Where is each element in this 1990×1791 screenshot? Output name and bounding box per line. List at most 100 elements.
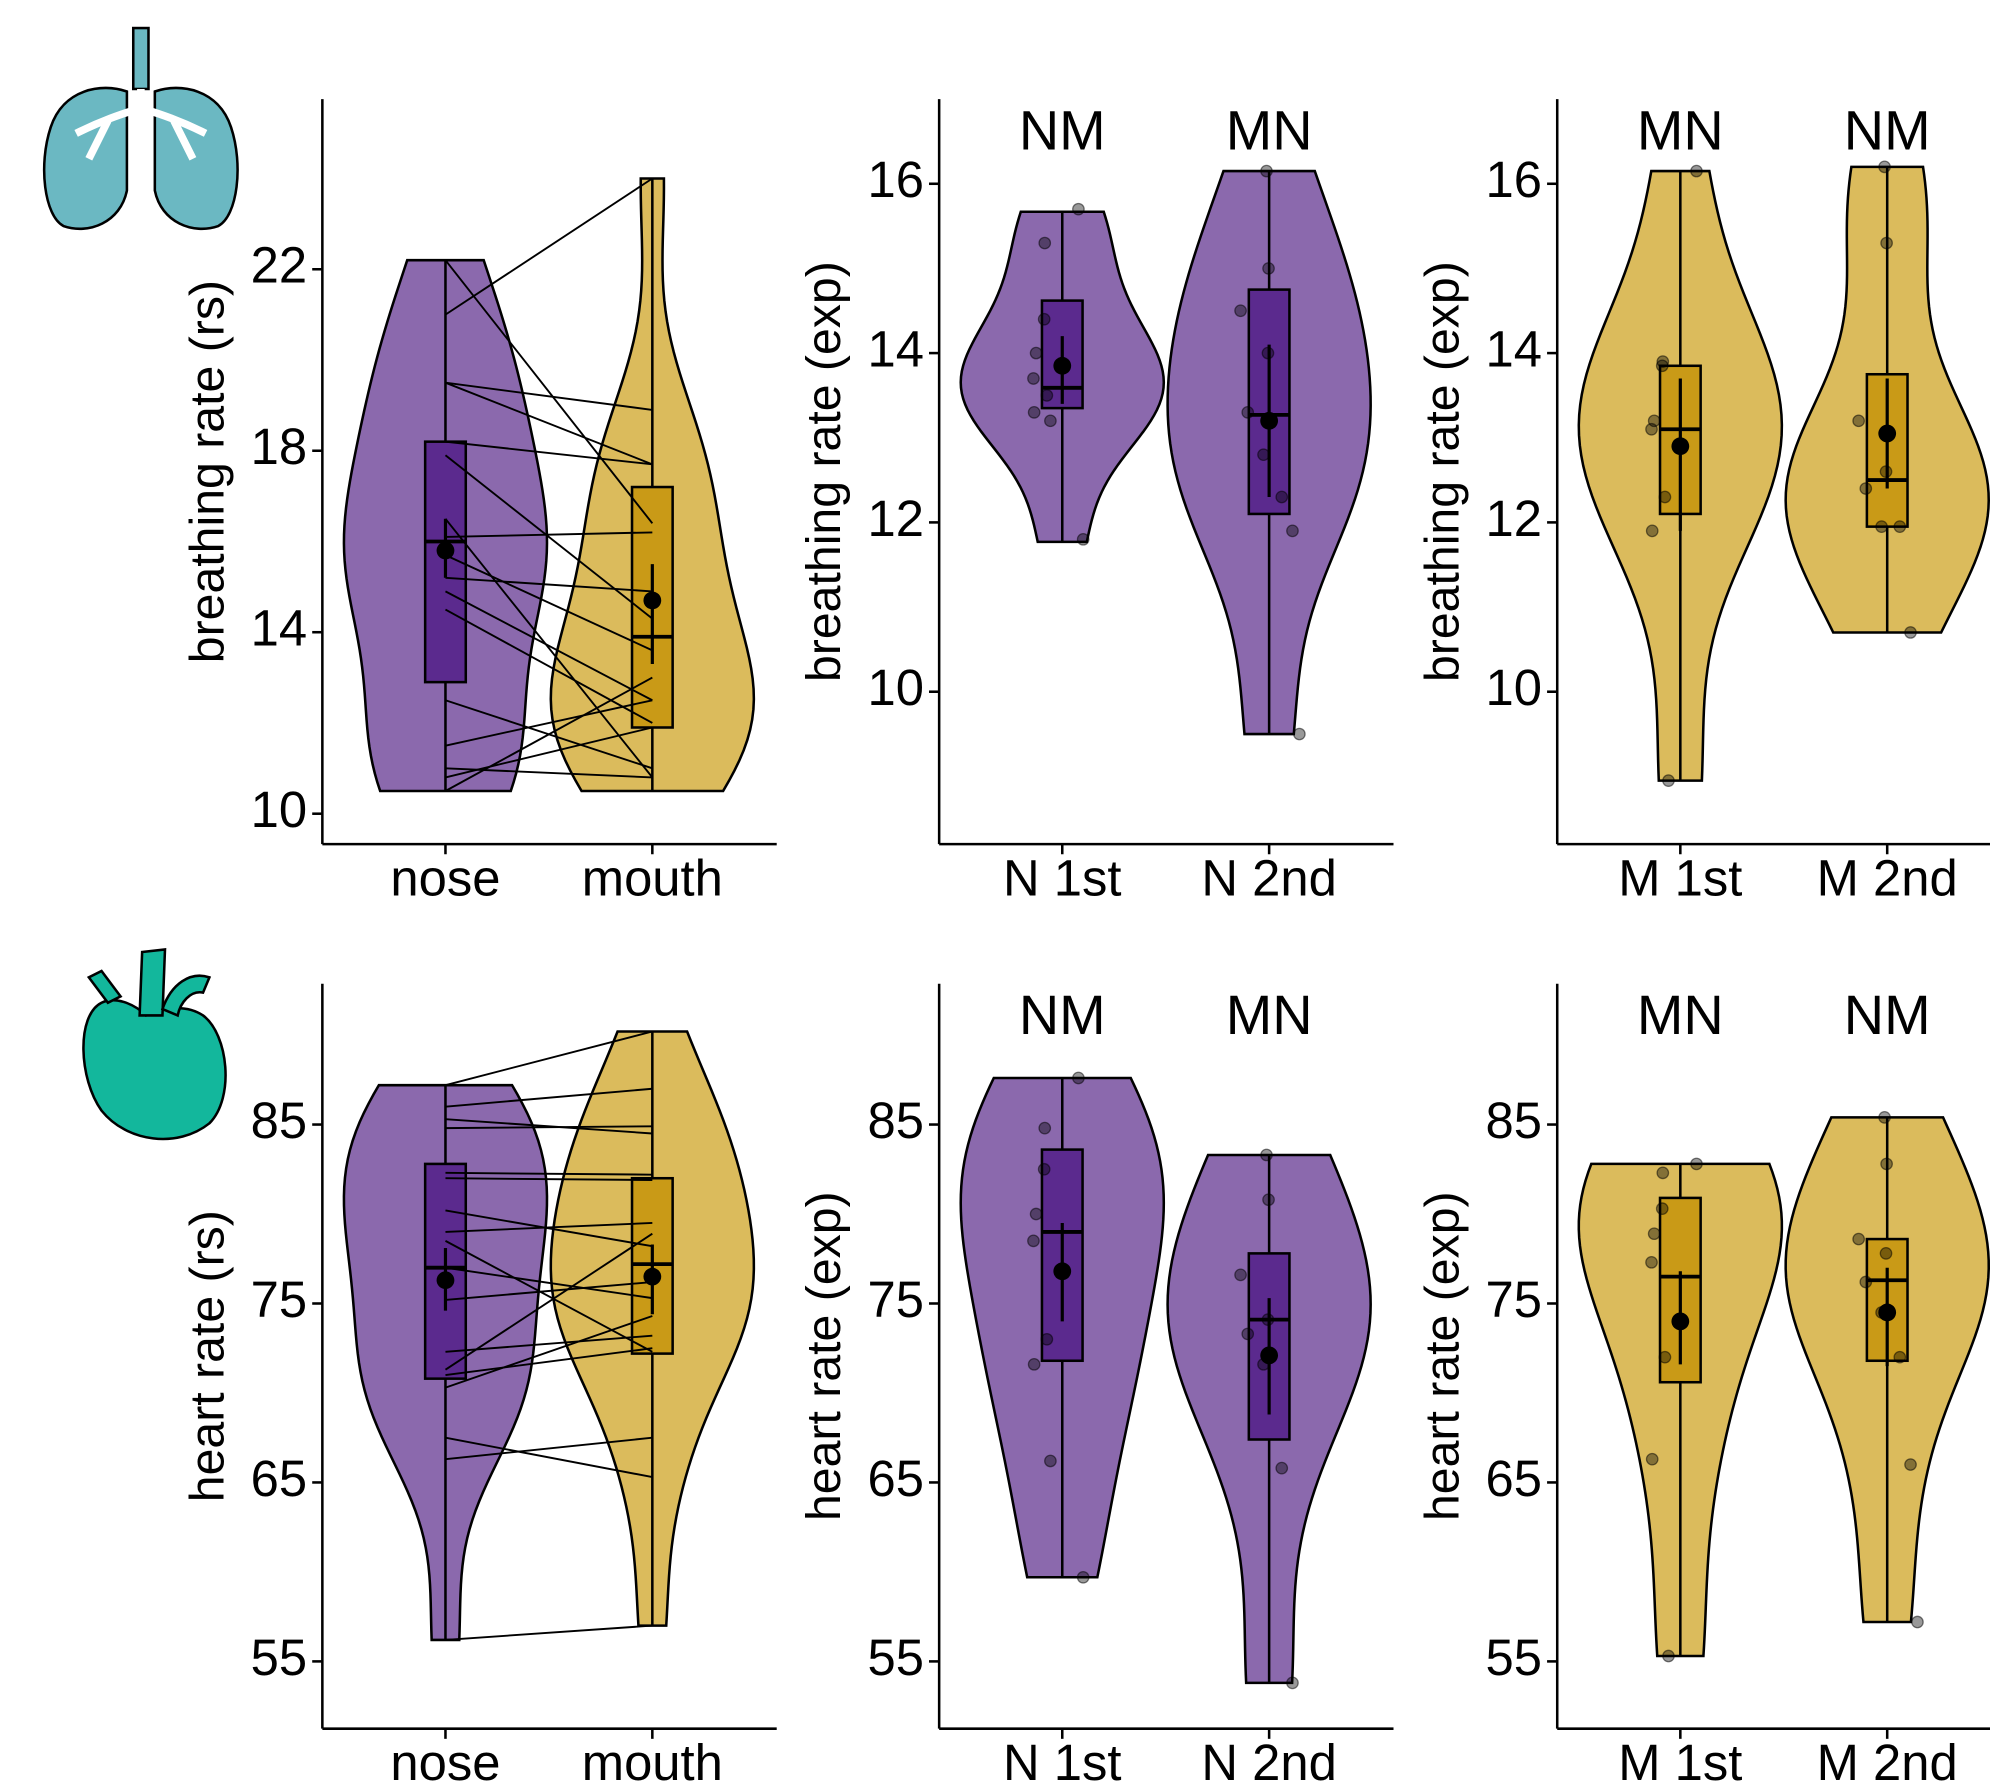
point: [1041, 1334, 1052, 1345]
x-tick-label: mouth: [582, 1734, 723, 1791]
y-tick-label: 10: [867, 659, 923, 716]
x-tick-label: M 2nd: [1817, 1734, 1958, 1791]
point: [1646, 424, 1657, 435]
y-tick-label: 12: [867, 490, 923, 547]
point: [1860, 483, 1871, 494]
point: [1242, 1328, 1253, 1339]
annotation: MN: [1637, 983, 1724, 1046]
x-tick-label: mouth: [582, 850, 723, 907]
lungs-icon: [44, 28, 237, 229]
mean-point: [643, 1268, 661, 1286]
point: [1881, 1158, 1892, 1169]
point: [1028, 407, 1039, 418]
y-axis-label: heart rate (rs): [180, 1210, 234, 1502]
point: [1263, 1194, 1274, 1205]
annotation: NM: [1844, 983, 1931, 1046]
annotation: MN: [1637, 98, 1724, 161]
point: [1691, 1158, 1702, 1169]
point: [1646, 1453, 1657, 1464]
y-axis-label: heart rate (exp): [797, 1191, 851, 1521]
mean-point: [1053, 1262, 1071, 1280]
point: [1038, 1164, 1049, 1175]
y-tick-label: 16: [1486, 151, 1542, 208]
annotation: NM: [1019, 98, 1106, 161]
point: [1028, 1359, 1039, 1370]
point: [1028, 1235, 1039, 1246]
point: [1853, 1233, 1864, 1244]
point: [1077, 534, 1088, 545]
y-tick-label: 55: [867, 1629, 923, 1686]
mean-point: [1260, 412, 1278, 430]
point: [1261, 165, 1272, 176]
y-axis-label: breathing rate (exp): [797, 261, 851, 682]
y-tick-label: 55: [1486, 1629, 1542, 1686]
mean-point: [437, 1271, 455, 1289]
point: [1659, 491, 1670, 502]
annotation: MN: [1226, 983, 1313, 1046]
point: [1041, 390, 1052, 401]
point: [1039, 237, 1050, 248]
mean-point: [1053, 357, 1071, 375]
mean-point: [437, 542, 455, 560]
mean-point: [643, 592, 661, 610]
pair-line: [445, 179, 652, 315]
y-axis-label: breathing rate (exp): [1415, 261, 1469, 682]
point: [1073, 203, 1084, 214]
point: [1853, 415, 1864, 426]
point: [1287, 525, 1298, 536]
point: [1691, 165, 1702, 176]
point: [1077, 1572, 1088, 1583]
point: [1073, 1072, 1084, 1083]
point: [1263, 263, 1274, 274]
point: [1657, 1203, 1668, 1214]
y-axis-label: heart rate (exp): [1415, 1191, 1469, 1521]
point: [1912, 1616, 1923, 1627]
y-tick-label: 14: [251, 600, 307, 657]
x-tick-label: N 2nd: [1201, 850, 1336, 907]
point: [1242, 407, 1253, 418]
figure: 10141822breathing rate (rs)nosemouth 10 12…: [0, 0, 1990, 1791]
point: [1028, 373, 1039, 384]
annotation: NM: [1844, 98, 1931, 161]
heart-icon: [83, 949, 225, 1139]
point: [1646, 525, 1657, 536]
y-tick-label: 12: [1486, 490, 1542, 547]
point: [1261, 1149, 1272, 1160]
point: [1648, 1228, 1659, 1239]
point: [1659, 1351, 1670, 1362]
point: [1030, 1208, 1041, 1219]
point: [1881, 237, 1892, 248]
point: [1663, 775, 1674, 786]
x-tick-label: nose: [390, 1734, 500, 1791]
y-tick-label: 65: [1486, 1450, 1542, 1507]
page: 10141822breathing rate (rs)nosemouth 10 12…: [0, 0, 1990, 1791]
point: [1045, 1455, 1056, 1466]
point: [1879, 1112, 1890, 1123]
y-tick-label: 75: [867, 1271, 923, 1328]
annotation: NM: [1019, 983, 1106, 1046]
y-tick-label: 75: [251, 1271, 307, 1328]
mean-point: [1878, 1304, 1896, 1322]
point: [1905, 627, 1916, 638]
point: [1646, 1257, 1657, 1268]
x-tick-label: M 1st: [1618, 850, 1742, 907]
y-axis-label: breathing rate (rs): [180, 280, 234, 663]
point: [1905, 1459, 1916, 1470]
point: [1039, 1122, 1050, 1133]
point: [1258, 449, 1269, 460]
mean-point: [1260, 1347, 1278, 1365]
point: [1879, 161, 1890, 172]
y-tick-label: 55: [251, 1629, 307, 1686]
y-tick-label: 85: [867, 1092, 923, 1149]
y-tick-label: 75: [1486, 1271, 1542, 1328]
x-tick-label: N 1st: [1003, 850, 1121, 907]
point: [1235, 305, 1246, 316]
annotation: MN: [1226, 98, 1313, 161]
point: [1235, 1269, 1246, 1280]
